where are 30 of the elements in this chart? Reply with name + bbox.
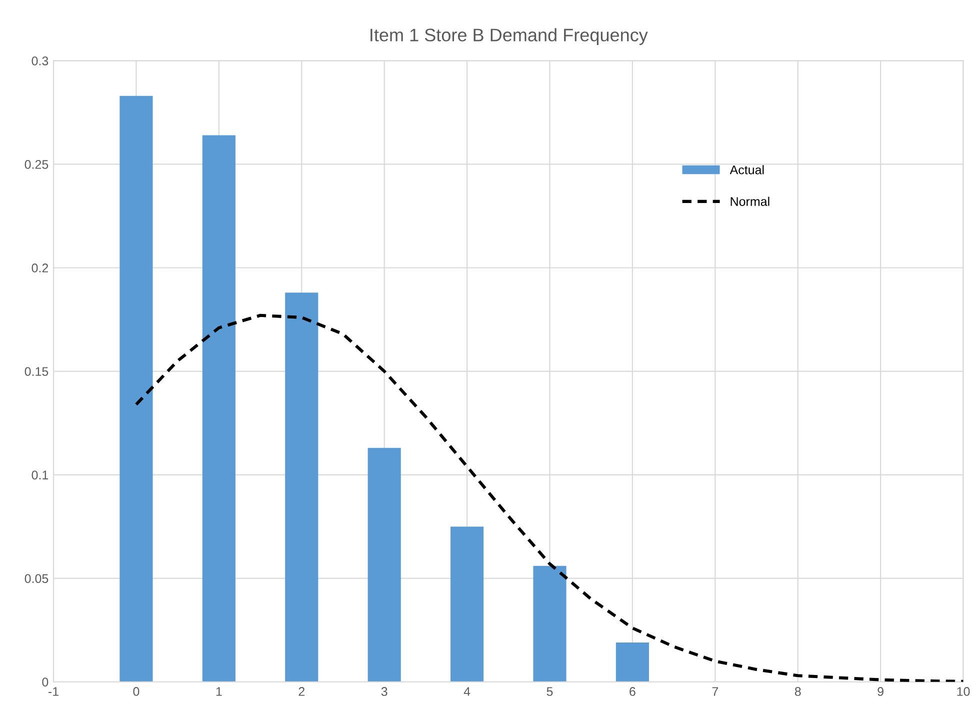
x-tick-label: 4: [464, 687, 470, 696]
y-tick-label: 0.2: [32, 264, 48, 272]
bar: [450, 526, 484, 682]
x-tick-label: -1: [48, 687, 58, 696]
bar: [202, 135, 236, 682]
bar: [616, 642, 649, 682]
x-tick-label: 5: [546, 687, 553, 696]
bar: [533, 566, 566, 682]
y-tick-label: 0.15: [24, 367, 48, 376]
legend-label: Normal: [730, 196, 770, 206]
y-tick-label: 0.1: [32, 470, 48, 480]
x-tick-label: 9: [878, 687, 884, 696]
y-tick-label: 0.05: [24, 574, 48, 583]
y-tick-label: 0.3: [32, 56, 48, 66]
x-tick-label: 3: [381, 687, 388, 696]
y-tick-label: 0: [42, 678, 48, 687]
x-tick-label: 1: [216, 687, 222, 696]
x-tick-label: 7: [712, 687, 718, 696]
bar: [285, 292, 318, 682]
bar: [120, 96, 153, 682]
x-tick-label: 0: [133, 687, 140, 696]
y-tick-label: 0.25: [24, 160, 48, 169]
x-tick-label: 2: [298, 687, 304, 696]
bar: [368, 448, 401, 682]
x-tick-label: 6: [630, 687, 636, 696]
x-tick-label: 8: [794, 687, 801, 696]
chart-title: Item 1 Store B Demand Frequency: [370, 28, 648, 45]
x-tick-label: 10: [957, 687, 970, 696]
legend-label: Actual: [730, 165, 764, 174]
line-series: [134, 314, 964, 682]
